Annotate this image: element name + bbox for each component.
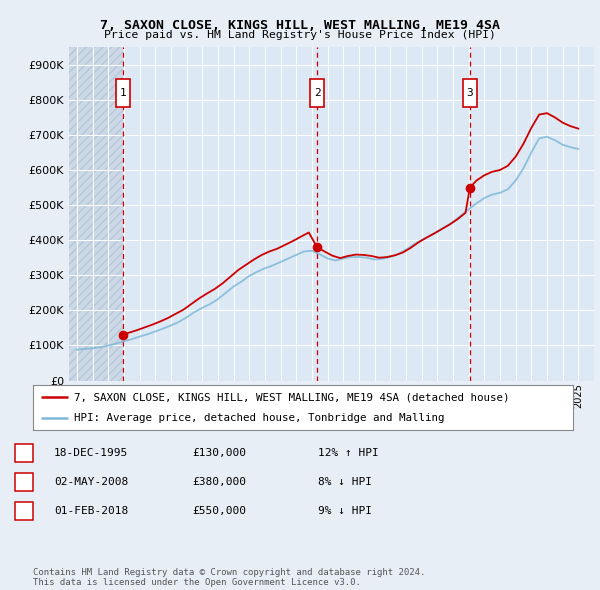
Text: 12% ↑ HPI: 12% ↑ HPI [318,448,379,458]
Text: Price paid vs. HM Land Registry's House Price Index (HPI): Price paid vs. HM Land Registry's House … [104,30,496,40]
Text: 7, SAXON CLOSE, KINGS HILL, WEST MALLING, ME19 4SA: 7, SAXON CLOSE, KINGS HILL, WEST MALLING… [100,19,500,32]
Text: 1: 1 [20,448,28,458]
Text: 3: 3 [20,506,28,516]
Text: 2: 2 [314,88,320,98]
Text: 8% ↓ HPI: 8% ↓ HPI [318,477,372,487]
Text: 2: 2 [20,477,28,487]
Bar [69,47,123,381]
Text: 01-FEB-2018: 01-FEB-2018 [54,506,128,516]
Text: 1: 1 [120,88,127,98]
Text: 9% ↓ HPI: 9% ↓ HPI [318,506,372,516]
Text: 18-DEC-1995: 18-DEC-1995 [54,448,128,458]
FancyBboxPatch shape [310,79,324,107]
Text: £380,000: £380,000 [192,477,246,487]
FancyBboxPatch shape [463,79,477,107]
Text: HPI: Average price, detached house, Tonbridge and Malling: HPI: Average price, detached house, Tonb… [74,414,444,424]
Text: 7, SAXON CLOSE, KINGS HILL, WEST MALLING, ME19 4SA (detached house): 7, SAXON CLOSE, KINGS HILL, WEST MALLING… [74,392,509,402]
Text: £550,000: £550,000 [192,506,246,516]
Text: 3: 3 [467,88,473,98]
Text: 02-MAY-2008: 02-MAY-2008 [54,477,128,487]
Text: £130,000: £130,000 [192,448,246,458]
Text: Contains HM Land Registry data © Crown copyright and database right 2024.
This d: Contains HM Land Registry data © Crown c… [33,568,425,587]
FancyBboxPatch shape [116,79,130,107]
